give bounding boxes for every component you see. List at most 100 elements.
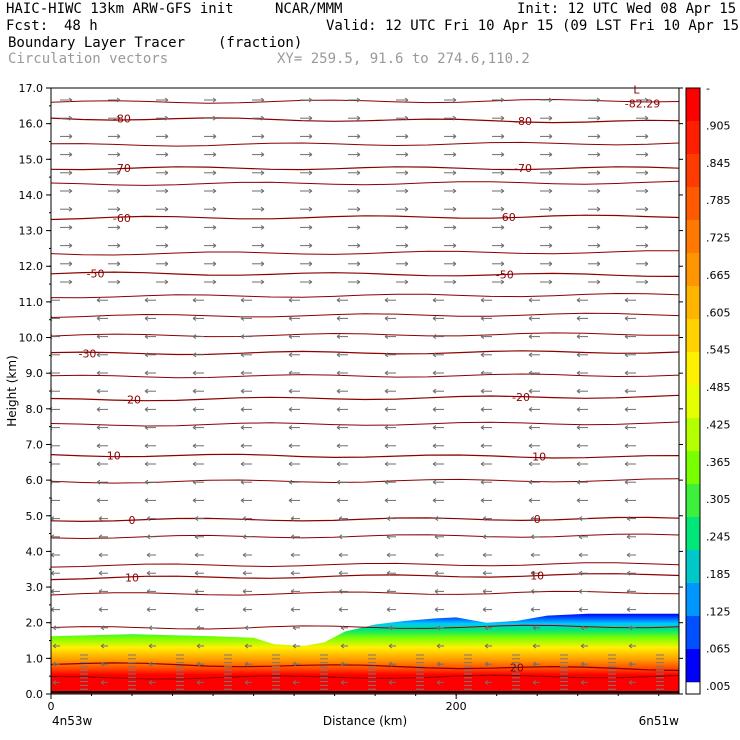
wind-vector-head: [52, 625, 57, 631]
contour-line: [51, 332, 679, 338]
wind-vector-head: [308, 152, 313, 158]
wind-vector-head: [212, 224, 217, 230]
y-tick-label: 17.0: [19, 82, 44, 95]
wind-vector-head: [98, 516, 103, 522]
wind-vector-head: [624, 334, 629, 340]
y-tick-label: 10.0: [19, 332, 44, 345]
isotherm-label: -30: [78, 347, 96, 360]
wind-vector-head: [432, 461, 437, 467]
wind-vector-head: [356, 243, 361, 249]
wind-vector-head: [336, 479, 341, 485]
wind-vector-head: [68, 170, 73, 176]
wind-vector-head: [164, 279, 169, 285]
wind-vector-head: [576, 334, 581, 340]
wind-vector-head: [308, 115, 313, 121]
wind-vector-head: [580, 679, 585, 685]
isotherm--10: [51, 453, 679, 459]
wind-vector-head: [644, 224, 649, 230]
wind-vector-head: [212, 170, 217, 176]
wind-vector-head: [532, 679, 537, 685]
wind-vector-head: [482, 516, 487, 522]
cross-section-coords: XY= 259.5, 91.6 to 274.6,110.2: [277, 51, 530, 67]
colorbar-label: .605: [706, 306, 731, 319]
wind-vector-head: [144, 425, 149, 431]
wind-vector-head: [338, 588, 343, 594]
wind-vector-head: [116, 133, 121, 139]
wind-vector-head: [404, 152, 409, 158]
wind-vector-head: [578, 570, 583, 576]
wind-vector-head: [288, 425, 293, 431]
wind-vector-head: [194, 516, 199, 522]
wind-vector-head: [388, 625, 393, 631]
wind-vector-head: [68, 115, 73, 121]
temperature-contours: [51, 98, 679, 680]
wind-vector-head: [116, 206, 121, 212]
wind-vector-head: [404, 279, 409, 285]
wind-vector-head: [644, 152, 649, 158]
wind-vector-head: [212, 206, 217, 212]
wind-vector-head: [340, 679, 345, 685]
wind-vector-head: [308, 243, 313, 249]
wind-vector-head: [116, 152, 121, 158]
wind-vector-head: [68, 206, 73, 212]
y-tick-label: 3.0: [26, 581, 44, 594]
wind-vector-head: [96, 479, 101, 485]
y-tick-label: 15.0: [19, 153, 44, 166]
wind-vector-head: [356, 206, 361, 212]
wind-vector-head: [576, 479, 581, 485]
wind-vector-head: [100, 643, 105, 649]
tracer-field: [51, 613, 679, 694]
wind-vector-head: [644, 261, 649, 267]
wind-vector-head: [528, 334, 533, 340]
wind-vector-head: [624, 479, 629, 485]
isotherm-label: 20: [510, 662, 524, 675]
wind-vector-head: [192, 334, 197, 340]
wind-vector-head: [242, 570, 247, 576]
wind-vector-head: [96, 497, 101, 503]
wind-vector-head: [384, 352, 389, 358]
wind-vector-head: [146, 534, 151, 540]
wind-vector-head: [432, 497, 437, 503]
wind-vector-head: [116, 188, 121, 194]
wind-vector-head: [164, 206, 169, 212]
wind-vector-head: [52, 643, 57, 649]
wind-vector-head: [308, 224, 313, 230]
isotherm-label: -80: [113, 113, 131, 126]
wind-vector-head: [528, 406, 533, 412]
wind-vector-head: [500, 97, 505, 103]
wind-vector-head: [388, 679, 393, 685]
contour-labels: -80 -80 -70 -70 -60 -60 -50 -50 -30 -20 -20 -10 -10 0…: [78, 113, 546, 675]
wind-vector-head: [596, 115, 601, 121]
wind-vector-head: [308, 133, 313, 139]
wind-vector-head: [146, 588, 151, 594]
wind-vector-head: [532, 643, 537, 649]
contour-line: [51, 421, 679, 427]
wind-vector-head: [260, 279, 265, 285]
wind-vector-head: [624, 461, 629, 467]
wind-vector-head: [336, 352, 341, 358]
wind-vector-head: [68, 261, 73, 267]
wind-vector-head: [384, 334, 389, 340]
wind-vector-head: [404, 188, 409, 194]
isotherm--20: [51, 394, 679, 402]
wind-vector-head: [548, 115, 553, 121]
wind-vector-head: [196, 643, 201, 649]
wind-vector-head: [336, 406, 341, 412]
wind-vector-head: [384, 297, 389, 303]
wind-vector-head: [356, 133, 361, 139]
wind-vector-head: [388, 643, 393, 649]
wind-vector-head: [96, 388, 101, 394]
wind-vector-head: [338, 516, 343, 522]
wind-vector-head: [384, 479, 389, 485]
wind-vector-head: [452, 188, 457, 194]
wind-vector-head: [212, 188, 217, 194]
wind-vector-head: [386, 588, 391, 594]
wind-vector-head: [98, 552, 103, 558]
wind-vector-head: [244, 625, 249, 631]
wind-vector-head: [356, 152, 361, 158]
isotherm-label: -60: [498, 211, 516, 224]
wind-vector-head: [192, 388, 197, 394]
wind-vector-head: [596, 243, 601, 249]
colorbar-frame: [685, 87, 701, 695]
wind-vector-head: [336, 315, 341, 321]
